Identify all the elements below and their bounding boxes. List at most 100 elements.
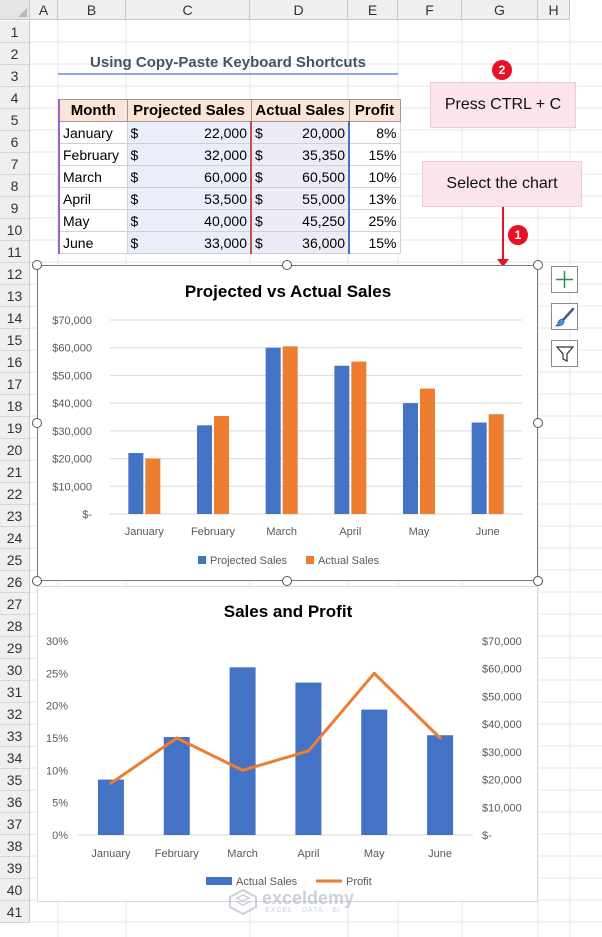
row-header-11[interactable]: 11 xyxy=(0,241,30,263)
row-header-33[interactable]: 33 xyxy=(0,725,30,747)
row-header-21[interactable]: 21 xyxy=(0,461,30,483)
resize-handle[interactable] xyxy=(282,260,292,270)
row-header-12[interactable]: 12 xyxy=(0,263,30,285)
column-header-b[interactable]: B xyxy=(58,0,126,20)
row-header-7[interactable]: 7 xyxy=(0,153,30,175)
projected-sales-cell[interactable]: $60,000 xyxy=(126,165,252,188)
row-header-8[interactable]: 8 xyxy=(0,175,30,197)
callout-step-1-text: Select the chart xyxy=(446,175,558,192)
profit-cell[interactable]: 13% xyxy=(348,187,401,210)
month-cell[interactable]: February xyxy=(58,143,128,166)
projected-sales-cell[interactable]: $22,000 xyxy=(126,121,252,144)
column-header-a[interactable]: A xyxy=(30,0,58,20)
projected-sales-cell[interactable]: $53,500 xyxy=(126,187,252,210)
row-header-14[interactable]: 14 xyxy=(0,307,30,329)
projected-sales-cell[interactable]: $33,000 xyxy=(126,231,252,254)
row-header-16[interactable]: 16 xyxy=(0,351,30,373)
actual-sales-cell[interactable]: $45,250 xyxy=(250,209,350,232)
row-header-30[interactable]: 30 xyxy=(0,659,30,681)
row-header-10[interactable]: 10 xyxy=(0,219,30,241)
currency-symbol: $ xyxy=(130,190,139,207)
chart-elements-button[interactable] xyxy=(551,266,578,293)
actual-sales-cell[interactable]: $55,000 xyxy=(250,187,350,210)
row-header-2[interactable]: 2 xyxy=(0,43,30,65)
projected-sales-cell[interactable]: $40,000 xyxy=(126,209,252,232)
row-header-34[interactable]: 34 xyxy=(0,747,30,769)
row-header-13[interactable]: 13 xyxy=(0,285,30,307)
column-header-h[interactable]: H xyxy=(538,0,570,20)
chart-title: Projected vs Actual Sales xyxy=(185,282,391,301)
row-header-9[interactable]: 9 xyxy=(0,197,30,219)
row-header-37[interactable]: 37 xyxy=(0,813,30,835)
callout-step-2-text: Press CTRL + C xyxy=(444,96,562,113)
profit-cell[interactable]: 10% xyxy=(348,165,401,188)
y-tick-label: $60,000 xyxy=(52,343,92,355)
row-header-23[interactable]: 23 xyxy=(0,505,30,527)
month-cell[interactable]: January xyxy=(58,121,128,144)
column-header-c[interactable]: C xyxy=(126,0,250,20)
month-cell[interactable]: April xyxy=(58,187,128,210)
row-header-25[interactable]: 25 xyxy=(0,549,30,571)
actual-sales-cell-value: 45,250 xyxy=(302,212,345,229)
row-header-40[interactable]: 40 xyxy=(0,879,30,901)
row-header-36[interactable]: 36 xyxy=(0,791,30,813)
actual-sales-cell[interactable]: $36,000 xyxy=(250,231,350,254)
row-header-28[interactable]: 28 xyxy=(0,615,30,637)
resize-handle[interactable] xyxy=(32,576,42,586)
row-header-29[interactable]: 29 xyxy=(0,637,30,659)
row-header-35[interactable]: 35 xyxy=(0,769,30,791)
actual-sales-cell[interactable]: $20,000 xyxy=(250,121,350,144)
sales-table[interactable]: Month Projected Sales Actual Sales Profi… xyxy=(58,99,401,254)
select-all-corner[interactable] xyxy=(0,0,30,20)
bar-projected-sales xyxy=(403,403,418,514)
row-header-1[interactable]: 1 xyxy=(0,21,30,43)
header-month[interactable]: Month xyxy=(58,99,128,122)
resize-handle[interactable] xyxy=(282,576,292,586)
projected-vs-actual-chart[interactable]: Projected vs Actual Sales $- $10,000 $20,00… xyxy=(37,265,538,581)
sales-and-profit-chart[interactable]: Sales and Profit 0% 5% 10% 15% 20% 25% 30% $- $10… xyxy=(37,586,538,902)
chart-styles-button[interactable] xyxy=(551,303,578,330)
row-header-20[interactable]: 20 xyxy=(0,439,30,461)
row-header-24[interactable]: 24 xyxy=(0,527,30,549)
resize-handle[interactable] xyxy=(32,418,42,428)
row-header-15[interactable]: 15 xyxy=(0,329,30,351)
column-header-g[interactable]: G xyxy=(462,0,538,20)
header-projected-sales[interactable]: Projected Sales xyxy=(126,99,252,122)
row-header-31[interactable]: 31 xyxy=(0,681,30,703)
profit-cell[interactable]: 15% xyxy=(348,143,401,166)
row-header-4[interactable]: 4 xyxy=(0,87,30,109)
month-cell[interactable]: May xyxy=(58,209,128,232)
row-header-27[interactable]: 27 xyxy=(0,593,30,615)
row-header-39[interactable]: 39 xyxy=(0,857,30,879)
resize-handle[interactable] xyxy=(533,260,543,270)
resize-handle[interactable] xyxy=(32,260,42,270)
row-header-26[interactable]: 26 xyxy=(0,571,30,593)
column-header-f[interactable]: F xyxy=(398,0,462,20)
row-header-18[interactable]: 18 xyxy=(0,395,30,417)
column-header-d[interactable]: D xyxy=(250,0,348,20)
profit-cell[interactable]: 15% xyxy=(348,231,401,254)
row-header-3[interactable]: 3 xyxy=(0,65,30,87)
profit-cell[interactable]: 8% xyxy=(348,121,401,144)
header-actual-sales[interactable]: Actual Sales xyxy=(250,99,350,122)
row-header-32[interactable]: 32 xyxy=(0,703,30,725)
month-cell[interactable]: March xyxy=(58,165,128,188)
profit-cell[interactable]: 25% xyxy=(348,209,401,232)
chart-filters-button[interactable] xyxy=(551,340,578,367)
row-header-6[interactable]: 6 xyxy=(0,131,30,153)
header-profit[interactable]: Profit xyxy=(348,99,401,122)
actual-sales-cell[interactable]: $35,350 xyxy=(250,143,350,166)
column-header-e[interactable]: E xyxy=(348,0,398,20)
row-header-22[interactable]: 22 xyxy=(0,483,30,505)
row-header-5[interactable]: 5 xyxy=(0,109,30,131)
row-header-19[interactable]: 19 xyxy=(0,417,30,439)
projected-sales-cell[interactable]: $32,000 xyxy=(126,143,252,166)
resize-handle[interactable] xyxy=(533,418,543,428)
row-header-17[interactable]: 17 xyxy=(0,373,30,395)
row-header-38[interactable]: 38 xyxy=(0,835,30,857)
actual-sales-cell[interactable]: $60,500 xyxy=(250,165,350,188)
row-header-41[interactable]: 41 xyxy=(0,901,30,923)
resize-handle[interactable] xyxy=(533,576,543,586)
sheet-title[interactable]: Using Copy-Paste Keyboard Shortcuts xyxy=(58,51,398,75)
month-cell[interactable]: June xyxy=(58,231,128,254)
